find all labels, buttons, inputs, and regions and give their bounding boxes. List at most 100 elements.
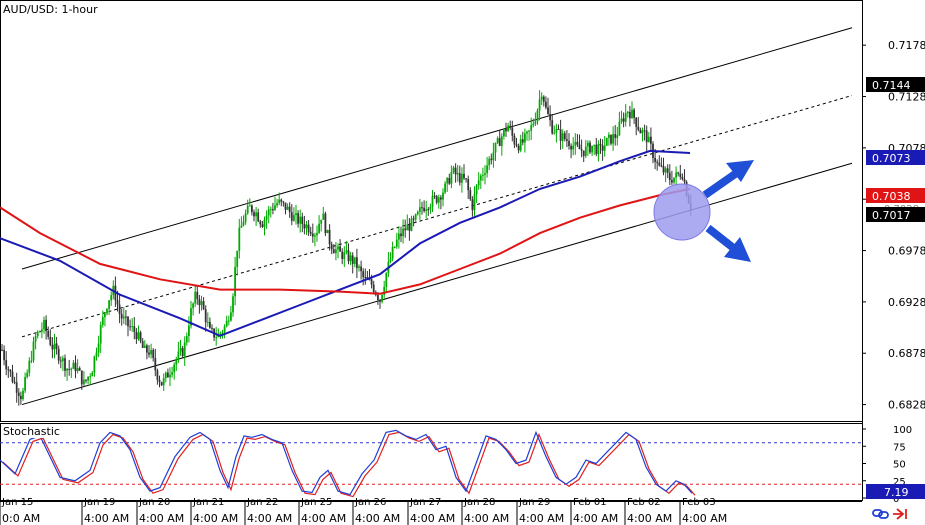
candle-body — [89, 376, 92, 378]
candle-body — [524, 133, 526, 143]
candle-body — [610, 134, 612, 144]
x-time-label: 4:00 AM — [682, 512, 727, 525]
candle-body — [545, 101, 547, 108]
candle-body — [458, 173, 461, 183]
candle-body — [206, 321, 209, 323]
candle-body — [242, 221, 245, 226]
candle-body — [225, 320, 228, 327]
candle-body — [465, 178, 467, 180]
stoch-tick-label: 25 — [893, 477, 906, 488]
candle-body — [629, 111, 631, 119]
candle-body — [318, 223, 320, 233]
candle-body — [91, 372, 94, 377]
candle-body — [576, 141, 579, 145]
candle-body — [62, 358, 64, 362]
candle-body — [5, 360, 8, 370]
jump-to-end-icon[interactable] — [893, 508, 907, 520]
candle-body — [683, 179, 686, 182]
candle-body — [290, 212, 293, 221]
candle-body — [349, 255, 352, 262]
candle-body — [148, 352, 150, 355]
price-tag-ma-fast-text: 0.7073 — [872, 152, 911, 165]
candle-body — [278, 199, 281, 204]
candle-body — [540, 96, 543, 100]
candle-body — [120, 314, 123, 319]
candle-body — [622, 118, 625, 122]
candle-body — [353, 257, 356, 265]
candle-body — [171, 372, 173, 375]
candle-body — [167, 372, 169, 378]
candle-body — [398, 233, 400, 240]
price-tag-top: 0.7144 — [866, 77, 925, 92]
stochastic-oscillator — [0, 429, 862, 498]
candle-body — [404, 228, 407, 231]
candle-body — [429, 206, 432, 210]
x-date-label: Feb 02 — [627, 497, 661, 508]
candle-body — [641, 130, 644, 134]
x-date-label: Jan 25 — [300, 497, 332, 508]
candle-body — [437, 197, 440, 203]
candle-body — [154, 358, 157, 371]
x-time-label: 4:00 AM — [627, 512, 672, 525]
candle-body — [469, 190, 472, 200]
candle-body — [316, 232, 318, 236]
candle-body — [190, 308, 192, 326]
candle-body — [551, 120, 554, 134]
x-date-label: Jan 27 — [409, 497, 441, 508]
candle-body — [66, 368, 68, 371]
candle-body — [127, 316, 129, 327]
candle-body — [164, 372, 167, 379]
x-time-label: 4:00 AM — [193, 512, 238, 525]
price-tag-ma-slow-text: 0.7038 — [872, 190, 911, 203]
candle-body — [574, 141, 577, 146]
stoch-d-line — [2, 431, 696, 498]
candle-body — [452, 167, 455, 173]
price-tag-last-text: 0.7017 — [872, 209, 911, 222]
candle-body — [521, 139, 524, 143]
candle-body — [230, 312, 232, 321]
candle-body — [591, 145, 593, 153]
candle-body — [11, 371, 14, 382]
candle-body — [603, 145, 606, 151]
candle-body — [257, 212, 260, 222]
candle-body — [358, 266, 360, 268]
candle-body — [223, 326, 226, 333]
candle-body — [76, 368, 79, 372]
candle-body — [57, 348, 60, 361]
candle-body — [324, 213, 327, 234]
candle-body — [595, 144, 598, 155]
candle-body — [616, 135, 619, 138]
candle-body — [179, 348, 182, 352]
candle-body — [332, 249, 335, 254]
candle-body — [227, 320, 230, 322]
candle-body — [49, 336, 52, 345]
link-icon[interactable] — [872, 509, 889, 519]
channel-line-lower — [21, 162, 853, 406]
price-tag-top-text: 0.7144 — [872, 79, 911, 92]
candle-body — [599, 144, 602, 146]
candle-body — [391, 247, 394, 259]
candle-body — [421, 207, 423, 209]
price-tag-last: 0.7017 — [866, 207, 925, 222]
candle-body — [194, 291, 197, 304]
candle-body — [477, 180, 480, 186]
moving-averages — [0, 149, 691, 337]
candle-body — [582, 150, 585, 157]
x-date-label: Feb 03 — [682, 497, 716, 508]
candle-body — [246, 205, 249, 214]
price-tick-label: 0.6928 — [888, 296, 925, 309]
candle-body — [450, 172, 453, 184]
candle-body — [538, 99, 541, 111]
candle-body — [95, 352, 98, 357]
candle-body — [456, 173, 459, 175]
candle-body — [311, 233, 314, 237]
candle-body — [64, 358, 66, 371]
candle-body — [93, 356, 96, 373]
candle-body — [643, 130, 646, 132]
candle-body — [568, 140, 570, 147]
candle-body — [116, 300, 119, 305]
candle-body — [587, 142, 589, 147]
candle-body — [500, 136, 503, 146]
candle-body — [211, 327, 213, 329]
x-date-label: Jan 15 — [1, 497, 33, 508]
